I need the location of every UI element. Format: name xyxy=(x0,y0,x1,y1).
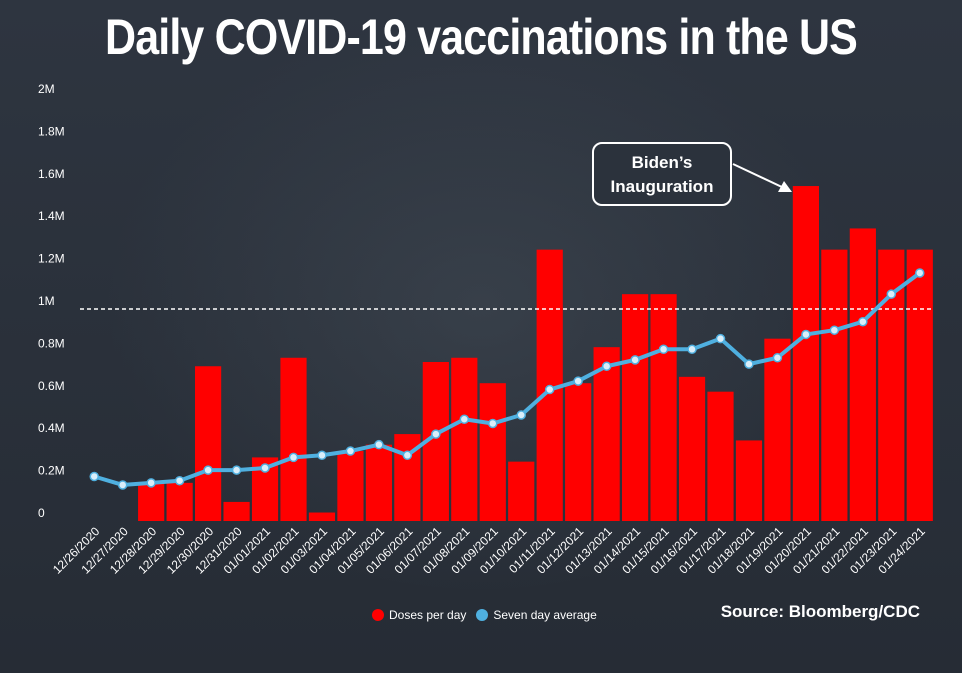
average-point xyxy=(146,478,156,488)
average-point xyxy=(260,463,270,473)
average-point xyxy=(658,344,669,355)
bar-doses xyxy=(906,249,933,521)
average-point xyxy=(915,268,925,278)
chart-title: Daily COVID-19 vaccinations in the US xyxy=(105,9,858,65)
bar-doses xyxy=(308,512,336,521)
average-point xyxy=(829,325,840,335)
bar-doses xyxy=(337,451,364,521)
y-tick-label: 0.2M xyxy=(38,464,65,478)
y-tick-label: 0.6M xyxy=(38,379,65,393)
bar-doses xyxy=(365,444,392,521)
average-point xyxy=(687,344,697,355)
legend-label-average: Seven day average xyxy=(493,608,597,622)
y-tick-label: 1.8M xyxy=(38,124,65,138)
average-point xyxy=(544,384,555,395)
average-point xyxy=(203,465,213,475)
bar-doses xyxy=(792,186,819,522)
average-point xyxy=(516,410,526,420)
bar-doses xyxy=(508,461,535,521)
inauguration-annotation: Biden’s Inauguration xyxy=(592,142,732,206)
average-point xyxy=(858,316,868,327)
bar-doses xyxy=(280,357,307,521)
average-point xyxy=(288,452,299,463)
legend-dot-average xyxy=(476,609,489,621)
average-point xyxy=(459,414,470,424)
y-tick-label: 1M xyxy=(38,294,55,308)
legend-label-doses: Doses per day xyxy=(389,608,467,622)
legend-dot-doses xyxy=(372,609,384,621)
bar-doses xyxy=(223,501,250,521)
legend-item-average: Seven day average xyxy=(476,608,597,622)
bar-doses xyxy=(565,383,592,521)
bar-doses xyxy=(678,376,706,521)
annotation-text: Biden’s Inauguration xyxy=(610,153,714,196)
annotation-arrowhead xyxy=(778,181,792,192)
y-tick-label: 2M xyxy=(38,82,55,96)
bar-doses xyxy=(166,482,193,521)
x-axis: 12/26/202012/27/202012/28/202012/29/2020… xyxy=(50,524,928,577)
y-tick-label: 1.2M xyxy=(38,252,65,266)
bar-doses xyxy=(735,440,763,521)
bar-doses xyxy=(622,294,649,521)
y-tick-label: 0 xyxy=(38,506,45,520)
bar-doses xyxy=(138,482,165,521)
legend-item-doses: Doses per day xyxy=(372,608,466,622)
average-point xyxy=(345,446,356,456)
average-point xyxy=(886,289,897,299)
average-point xyxy=(573,376,583,386)
average-point xyxy=(431,429,441,439)
average-point xyxy=(374,439,384,450)
bar-series xyxy=(138,186,933,522)
y-tick-label: 1.4M xyxy=(38,209,65,223)
average-point xyxy=(231,465,242,475)
bar-doses xyxy=(451,357,478,521)
average-point xyxy=(715,333,726,344)
bar-doses xyxy=(593,347,620,521)
average-point xyxy=(89,471,99,482)
average-point xyxy=(174,475,185,486)
bar-doses xyxy=(479,383,506,521)
y-axis: 0 0.2M 0.4M 0.6M 0.8M 1M 1.2M 1.4M 1.6M 1.8M 2M xyxy=(38,82,65,520)
y-tick-label: 1.6M xyxy=(38,167,65,181)
average-point xyxy=(117,480,128,490)
annotation-arrow xyxy=(732,163,785,189)
average-point xyxy=(801,329,811,340)
average-point xyxy=(630,355,640,365)
bar-doses xyxy=(650,294,677,521)
bar-doses xyxy=(821,249,848,521)
bar-doses xyxy=(195,366,222,521)
average-point xyxy=(772,353,783,363)
y-tick-label: 0.4M xyxy=(38,421,65,435)
average-line-series xyxy=(89,268,925,490)
bar-doses xyxy=(764,338,791,521)
average-point xyxy=(744,359,754,369)
average-point xyxy=(317,450,327,461)
average-point xyxy=(601,361,612,371)
average-point xyxy=(488,418,498,429)
source-credit: Source: Bloomberg/CDC xyxy=(720,602,920,621)
legend: Doses per day Seven day average xyxy=(372,608,597,622)
y-tick-label: 0.8M xyxy=(38,336,65,350)
bar-doses xyxy=(849,228,876,521)
bar-doses xyxy=(707,391,734,521)
average-point xyxy=(402,450,413,461)
